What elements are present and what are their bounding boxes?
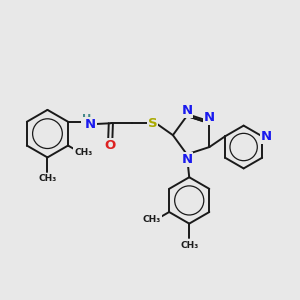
Text: CH₃: CH₃ [38,174,57,183]
Text: H: H [82,114,91,124]
Text: N: N [181,153,192,166]
Text: N: N [181,104,192,117]
Text: N: N [85,118,96,131]
Text: CH₃: CH₃ [180,241,198,250]
Text: CH₃: CH₃ [143,215,161,224]
Text: O: O [105,139,116,152]
Text: CH₃: CH₃ [74,148,92,158]
Text: N: N [261,130,272,143]
Text: N: N [204,111,215,124]
Text: S: S [148,117,157,130]
